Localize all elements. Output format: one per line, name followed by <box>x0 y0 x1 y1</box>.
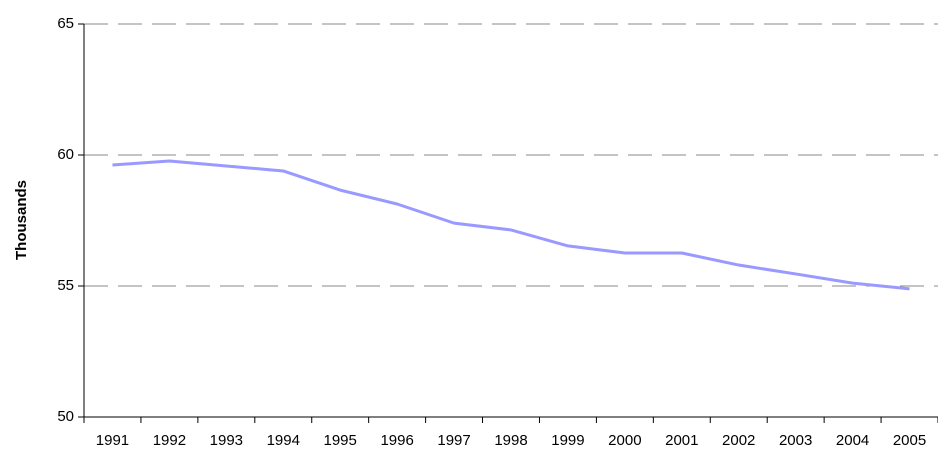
y-axis-label: Thousands <box>13 180 30 260</box>
x-tick-label: 2005 <box>893 432 926 449</box>
x-tick-label: 1993 <box>210 432 243 449</box>
x-tick-label: 1992 <box>153 432 186 449</box>
x-tick-label: 1994 <box>267 432 300 449</box>
y-tick-label: 50 <box>57 408 74 425</box>
x-tick-label: 1999 <box>551 432 584 449</box>
x-tick-label: 2002 <box>722 432 755 449</box>
x-tick-label: 2003 <box>779 432 812 449</box>
x-tick-label: 1996 <box>380 432 413 449</box>
x-tick-label: 2004 <box>836 432 869 449</box>
x-tick-label: 2000 <box>608 432 641 449</box>
x-tick-label: 1998 <box>494 432 527 449</box>
x-tick-label: 1997 <box>437 432 470 449</box>
y-tick-label: 55 <box>57 277 74 294</box>
x-tick-label: 2001 <box>665 432 698 449</box>
x-tick-label: 1995 <box>324 432 357 449</box>
y-tick-label: 65 <box>57 15 74 32</box>
x-tick-label: 1991 <box>96 432 129 449</box>
y-tick-label: 60 <box>57 146 74 163</box>
data-line <box>112 159 910 291</box>
